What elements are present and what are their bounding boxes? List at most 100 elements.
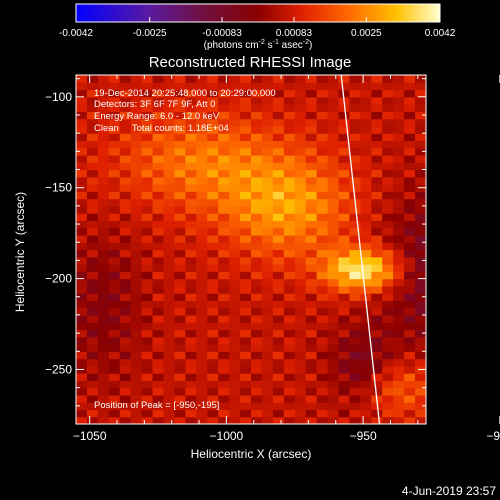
heatmap-cell bbox=[404, 162, 416, 171]
heatmap-cell bbox=[251, 213, 263, 222]
heatmap-cell bbox=[349, 285, 361, 294]
heatmap-cell bbox=[163, 380, 176, 389]
heatmap-cell bbox=[218, 256, 230, 265]
heatmap-cell bbox=[272, 256, 285, 265]
heatmap-cell bbox=[141, 344, 154, 352]
heatmap-cell bbox=[327, 234, 340, 243]
heatmap-cell bbox=[130, 162, 143, 171]
heatmap-cell bbox=[108, 169, 121, 178]
heatmap-cell bbox=[185, 278, 197, 287]
heatmap-cell bbox=[251, 314, 263, 323]
heatmap-cell bbox=[76, 285, 88, 294]
heatmap-cell bbox=[261, 118, 274, 127]
heatmap-cell bbox=[404, 380, 416, 389]
heatmap-cell bbox=[86, 111, 99, 120]
heatmap-cell bbox=[163, 227, 176, 236]
heatmap-cell bbox=[404, 314, 416, 323]
heatmap-cell bbox=[207, 213, 219, 222]
heatmap-cell bbox=[229, 154, 241, 163]
heatmap-cell bbox=[415, 344, 426, 352]
heatmap-cell bbox=[141, 249, 154, 258]
heatmap-cell bbox=[152, 307, 165, 316]
heatmap-cell bbox=[360, 249, 372, 258]
heatmap-cell bbox=[229, 322, 241, 331]
heatmap-cell bbox=[185, 256, 197, 265]
heatmap-cell bbox=[415, 307, 426, 316]
heatmap-cell bbox=[185, 176, 197, 185]
heatmap-cell bbox=[240, 242, 252, 251]
heatmap-cell bbox=[393, 104, 405, 112]
heatmap-cell bbox=[207, 140, 219, 149]
heatmap-cell bbox=[338, 293, 351, 301]
heatmap-cell bbox=[251, 307, 263, 316]
heatmap-cell bbox=[251, 256, 263, 265]
x-axis-label: Heliocentric X (arcsec) bbox=[191, 447, 312, 461]
heatmap-cell bbox=[316, 184, 329, 192]
heatmap-cell bbox=[338, 322, 351, 331]
heatmap-cell bbox=[229, 234, 241, 243]
colorbar-tick-label: 0.00083 bbox=[276, 28, 313, 39]
heatmap-cell bbox=[119, 416, 132, 424]
heatmap-cell bbox=[393, 162, 405, 171]
heatmap-cell bbox=[218, 89, 230, 98]
heatmap-cell bbox=[294, 365, 307, 374]
heatmap-cell bbox=[415, 147, 426, 156]
heatmap-cell bbox=[207, 365, 219, 374]
colorbar-tick-label: -0.00083 bbox=[202, 28, 242, 39]
heatmap-cell bbox=[163, 154, 176, 163]
heatmap-cell bbox=[174, 242, 186, 251]
heatmap-cell bbox=[294, 169, 307, 178]
heatmap-cell bbox=[130, 96, 143, 105]
heatmap-cell bbox=[76, 300, 88, 309]
heatmap-cell bbox=[338, 184, 351, 192]
heatmap-cell bbox=[108, 264, 121, 272]
heatmap-cell bbox=[327, 184, 340, 192]
heatmap-cell bbox=[251, 162, 263, 171]
heatmap-cell bbox=[382, 191, 394, 200]
heatmap-cell bbox=[371, 387, 383, 396]
heatmap-cell bbox=[305, 409, 318, 418]
heatmap-cell bbox=[404, 293, 416, 301]
heatmap-cell bbox=[305, 220, 318, 229]
heatmap-cell bbox=[349, 213, 361, 222]
heatmap-cell bbox=[240, 154, 252, 163]
heatmap-cell bbox=[272, 169, 285, 178]
heatmap-cell bbox=[261, 293, 274, 301]
heatmap-cell bbox=[196, 307, 208, 316]
heatmap-cell bbox=[404, 387, 416, 396]
heatmap-cell bbox=[163, 409, 176, 418]
heatmap-cell bbox=[218, 220, 230, 229]
heatmap-cell bbox=[207, 111, 219, 120]
heatmap-cell bbox=[108, 205, 121, 214]
heatmap-cell bbox=[415, 89, 426, 98]
heatmap-cell bbox=[393, 205, 405, 214]
heatmap-cell bbox=[119, 394, 132, 403]
heatmap-cell bbox=[349, 140, 361, 149]
heatmap-cell bbox=[371, 154, 383, 163]
heatmap-cell bbox=[382, 329, 394, 338]
heatmap-cell bbox=[185, 75, 197, 83]
heatmap-cell bbox=[174, 358, 186, 367]
heatmap-cell bbox=[382, 293, 394, 301]
heatmap-cell bbox=[108, 314, 121, 323]
heatmap-cell bbox=[360, 314, 372, 323]
heatmap-cell bbox=[294, 118, 307, 127]
y-axis-label: Heliocentric Y (arcsec) bbox=[13, 192, 27, 312]
heatmap-cell bbox=[86, 373, 99, 381]
heatmap-cell bbox=[261, 242, 274, 251]
heatmap-cell bbox=[327, 314, 340, 323]
heatmap-cell bbox=[316, 387, 329, 396]
y-tick-label: −150 bbox=[45, 181, 72, 195]
heatmap-cell bbox=[371, 336, 383, 345]
heatmap-cell bbox=[218, 118, 230, 127]
heatmap-cell bbox=[218, 387, 230, 396]
heatmap-cell bbox=[229, 336, 241, 345]
heatmap-cell bbox=[415, 154, 426, 163]
heatmap-cell bbox=[218, 234, 230, 243]
heatmap-cell bbox=[97, 133, 110, 142]
heatmap-cell bbox=[382, 285, 394, 294]
heatmap-cell bbox=[261, 365, 274, 374]
heatmap-cell bbox=[108, 351, 121, 360]
heatmap-cell bbox=[130, 314, 143, 323]
heatmap-cell bbox=[141, 96, 154, 105]
